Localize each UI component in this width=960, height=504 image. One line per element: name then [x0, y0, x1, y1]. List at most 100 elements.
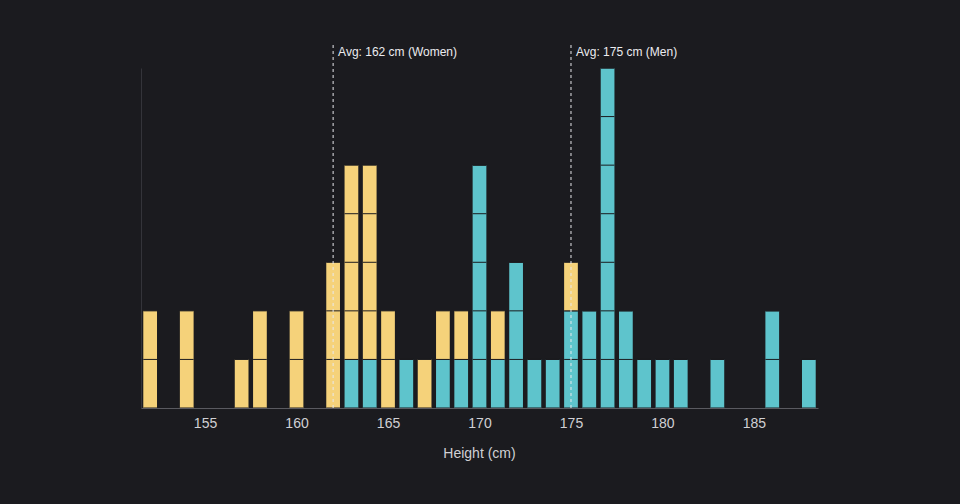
- unit-divider: [180, 408, 194, 409]
- bar-segment: [436, 311, 450, 360]
- unit-divider: [601, 310, 615, 311]
- unit-divider: [345, 408, 359, 409]
- unit-divider: [363, 359, 377, 360]
- bar-segment: [656, 359, 670, 408]
- unit-divider: [363, 165, 377, 166]
- unit-divider: [674, 359, 688, 360]
- bar-segment: [290, 408, 304, 409]
- unit-divider: [180, 310, 194, 311]
- unit-divider: [491, 359, 505, 360]
- unit-divider: [582, 408, 596, 409]
- unit-divider: [253, 310, 267, 311]
- x-tick-label: 175: [560, 415, 584, 431]
- unit-divider: [345, 213, 359, 214]
- unit-divider: [143, 408, 157, 409]
- unit-divider: [765, 408, 779, 409]
- x-axis-title: Height (cm): [443, 445, 515, 461]
- unit-divider: [381, 408, 395, 409]
- unit-divider: [253, 408, 267, 409]
- unit-divider: [674, 359, 688, 360]
- unit-divider: [619, 310, 633, 311]
- unit-divider: [436, 310, 450, 311]
- x-tick: 175: [560, 408, 584, 431]
- x-tick: 185: [743, 408, 767, 431]
- bar-segment: [528, 359, 542, 360]
- unit-divider: [601, 68, 615, 69]
- unit-divider: [381, 359, 395, 360]
- unit-divider: [546, 359, 560, 360]
- y-axis: [141, 69, 142, 409]
- unit-divider: [802, 408, 816, 409]
- unit-divider: [528, 408, 542, 409]
- unit-divider: [253, 359, 267, 360]
- unit-divider: [656, 359, 670, 360]
- x-tick-label: 155: [194, 415, 218, 431]
- unit-divider: [546, 359, 560, 360]
- unit-divider: [418, 359, 432, 360]
- bar-segment: [601, 68, 615, 69]
- x-tick-label: 180: [651, 415, 675, 431]
- bar-segment: [674, 359, 688, 360]
- x-tick: 170: [468, 408, 492, 431]
- bar-segment: [253, 311, 267, 408]
- unit-divider: [345, 310, 359, 311]
- unit-divider: [454, 359, 468, 360]
- unit-divider: [619, 408, 633, 409]
- unit-divider: [473, 262, 487, 263]
- unit-divider: [491, 408, 505, 409]
- bar-segment: [418, 359, 432, 408]
- bar-segment: [143, 408, 157, 409]
- unit-divider: [656, 359, 670, 360]
- unit-divider: [363, 310, 377, 311]
- unit-divider: [619, 310, 633, 311]
- x-axis-line: [142, 408, 819, 409]
- bar-segment: [180, 408, 194, 409]
- bar-segment: [253, 408, 267, 409]
- unit-divider: [802, 359, 816, 360]
- unit-divider: [363, 213, 377, 214]
- unit-divider: [619, 359, 633, 360]
- average-line: [570, 45, 571, 408]
- series: [143, 68, 815, 408]
- unit-divider: [235, 408, 249, 409]
- bar-segment: [546, 359, 560, 360]
- unit-divider: [473, 165, 487, 166]
- background: [0, 0, 960, 504]
- bar-segment: [711, 359, 725, 360]
- unit-divider: [290, 408, 304, 409]
- unit-divider: [454, 408, 468, 409]
- unit-divider: [180, 359, 194, 360]
- unit-divider: [345, 165, 359, 166]
- unit-divider: [509, 408, 523, 409]
- unit-divider: [582, 310, 596, 311]
- bar-segment: [674, 359, 688, 408]
- unit-divider: [491, 310, 505, 311]
- unit-divider: [399, 408, 413, 409]
- unit-divider: [418, 408, 432, 409]
- unit-divider: [582, 359, 596, 360]
- chart: 155160165170175180185Height (cm)Avg: 162…: [0, 0, 960, 504]
- bar-segment: [546, 359, 560, 408]
- unit-divider: [765, 359, 779, 360]
- bar-segment: [235, 408, 249, 409]
- unit-divider: [601, 408, 615, 409]
- unit-divider: [345, 262, 359, 263]
- unit-divider: [381, 408, 395, 409]
- unit-divider: [290, 408, 304, 409]
- unit-divider: [765, 310, 779, 311]
- unit-divider: [454, 310, 468, 311]
- unit-divider: [253, 408, 267, 409]
- unit-divider: [637, 359, 651, 360]
- unit-divider: [509, 359, 523, 360]
- average-line: [333, 45, 334, 408]
- unit-divider: [473, 310, 487, 311]
- x-tick: 155: [194, 408, 218, 431]
- unit-divider: [601, 262, 615, 263]
- bar-segment: [235, 359, 249, 408]
- unit-divider: [509, 262, 523, 263]
- bar-segment: [454, 311, 468, 360]
- unit-divider: [436, 408, 450, 409]
- unit-divider: [235, 408, 249, 409]
- bar-segment: [363, 359, 377, 408]
- bar-segment: [637, 359, 651, 360]
